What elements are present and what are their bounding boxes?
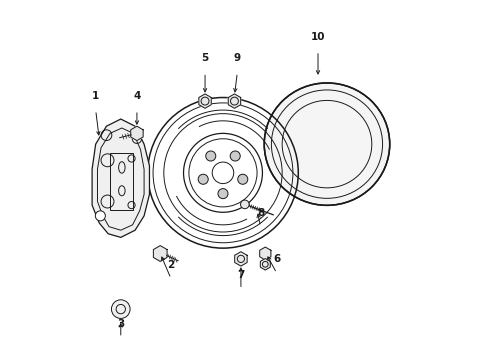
- Circle shape: [237, 174, 247, 184]
- Circle shape: [111, 300, 130, 319]
- Ellipse shape: [264, 83, 389, 205]
- Text: 5: 5: [201, 53, 208, 63]
- Text: 6: 6: [273, 254, 280, 264]
- Circle shape: [218, 189, 227, 199]
- Circle shape: [198, 174, 208, 184]
- Text: 2: 2: [167, 260, 174, 270]
- Polygon shape: [260, 258, 270, 270]
- Text: 7: 7: [237, 270, 244, 280]
- Polygon shape: [259, 247, 270, 260]
- Text: 10: 10: [310, 32, 325, 42]
- Polygon shape: [199, 94, 211, 108]
- Circle shape: [230, 151, 240, 161]
- Text: 9: 9: [233, 53, 241, 63]
- Polygon shape: [130, 126, 143, 140]
- Polygon shape: [153, 246, 167, 261]
- Polygon shape: [234, 252, 246, 266]
- Text: 1: 1: [92, 91, 99, 101]
- Circle shape: [205, 151, 215, 161]
- Polygon shape: [92, 119, 149, 237]
- Circle shape: [95, 211, 105, 221]
- Circle shape: [240, 200, 249, 209]
- Text: 4: 4: [133, 91, 141, 101]
- Polygon shape: [228, 94, 240, 108]
- Text: 8: 8: [257, 208, 264, 218]
- Text: 3: 3: [117, 319, 124, 329]
